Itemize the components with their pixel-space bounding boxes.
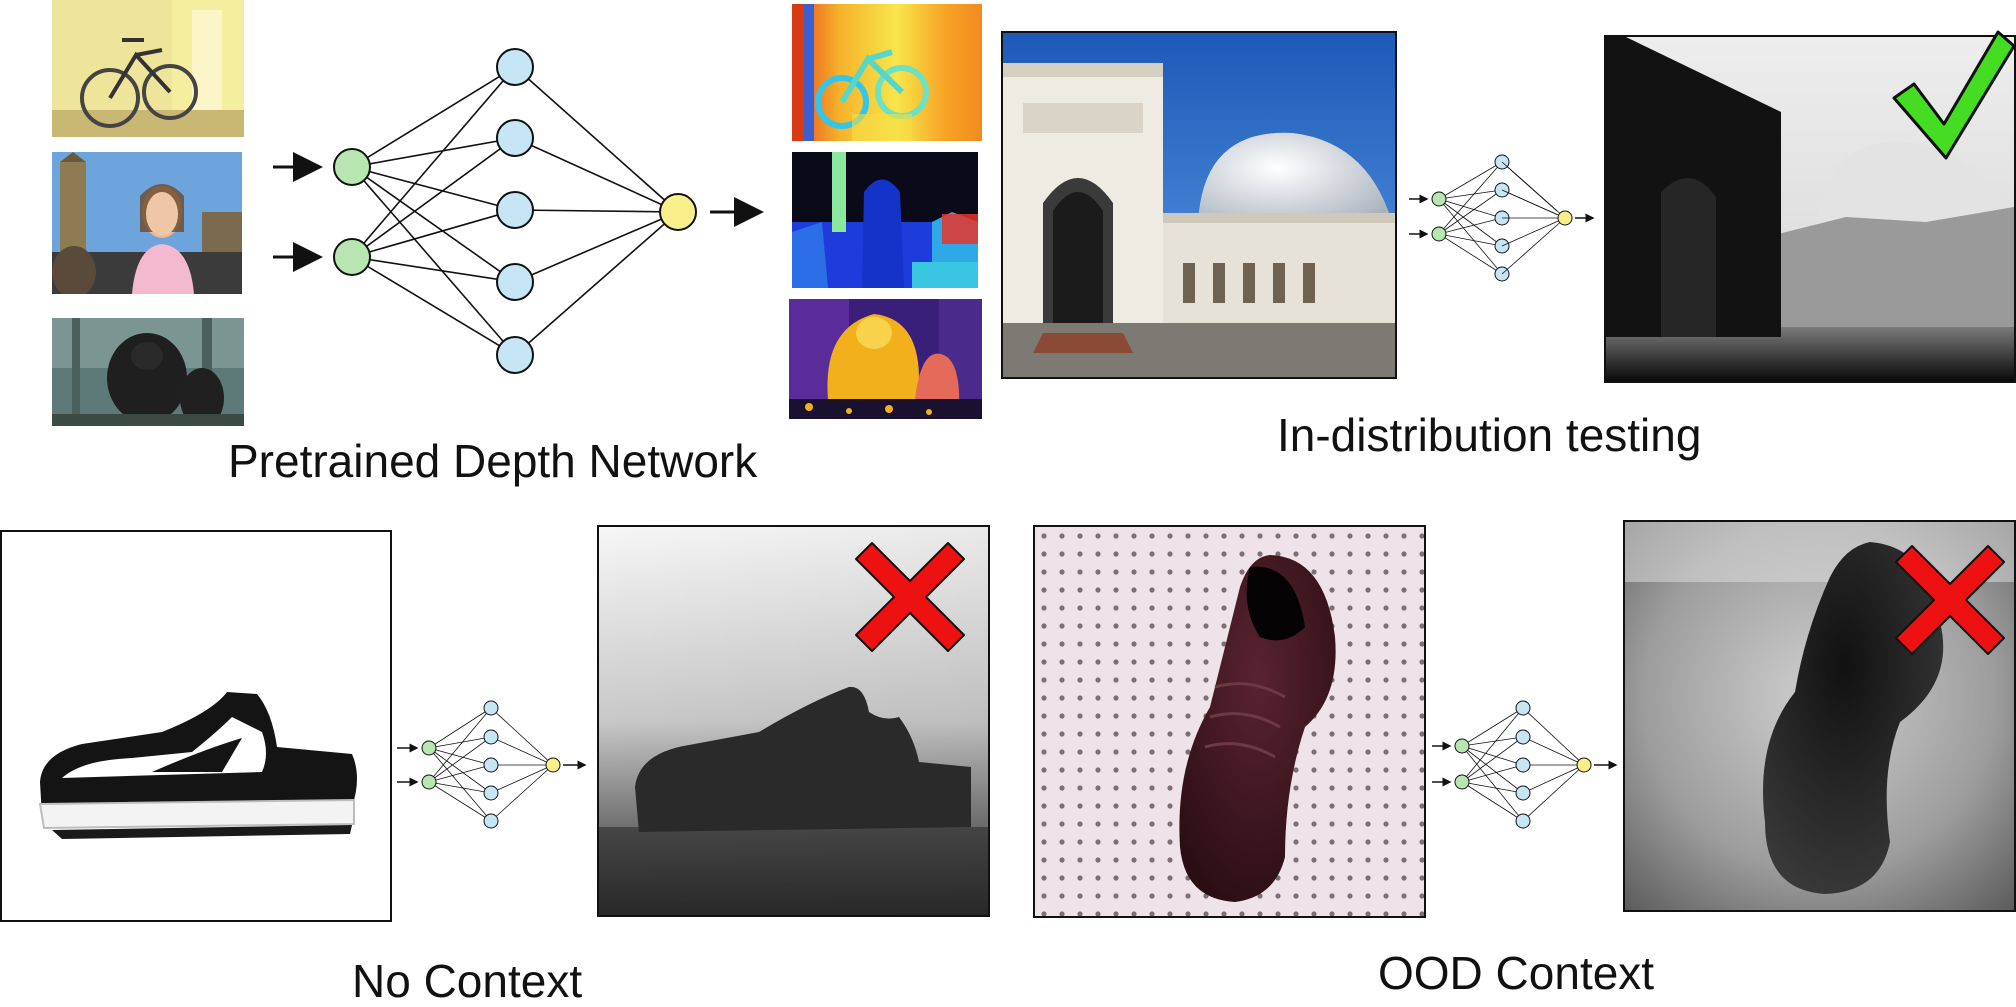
small-network-ood-context	[1430, 700, 1630, 840]
sneaker-input-image	[0, 530, 392, 922]
boot-depth-output	[1623, 520, 2016, 912]
cross-icon	[1895, 545, 2005, 655]
boot-ood-input-image	[1033, 525, 1426, 918]
small-network-in-distribution-output	[1495, 150, 1605, 290]
pretrained-depth-network-diagram	[265, 40, 765, 390]
cross-icon	[855, 542, 965, 652]
depth-map-bicycle	[792, 4, 982, 141]
small-network-no-context	[395, 700, 595, 840]
caption-in-distribution-testing: In-distribution testing	[1277, 409, 1702, 461]
training-image-bicycle	[52, 0, 244, 137]
network-graph	[273, 48, 764, 374]
input-nodes	[333, 148, 371, 276]
caption-no-context: No Context	[352, 955, 583, 1007]
depth-map-person	[792, 152, 978, 288]
training-image-person	[52, 152, 242, 294]
network-edges	[351, 66, 679, 356]
depth-map-chimpanzees	[789, 299, 982, 419]
caption-ood-context: OOD Context	[1378, 947, 1655, 999]
output-node	[659, 193, 697, 231]
hidden-nodes	[496, 48, 534, 374]
input-arrows	[273, 152, 323, 272]
observatory-depth-output	[1604, 35, 2016, 383]
check-icon	[1892, 30, 2015, 160]
observatory-input-image	[1001, 31, 1397, 379]
caption-pretrained-depth-network: Pretrained Depth Network	[228, 435, 758, 487]
training-image-chimpanzees	[52, 318, 244, 426]
